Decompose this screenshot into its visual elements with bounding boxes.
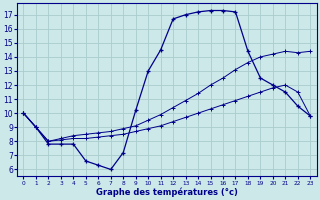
X-axis label: Graphe des températures (°c): Graphe des températures (°c)	[96, 187, 238, 197]
